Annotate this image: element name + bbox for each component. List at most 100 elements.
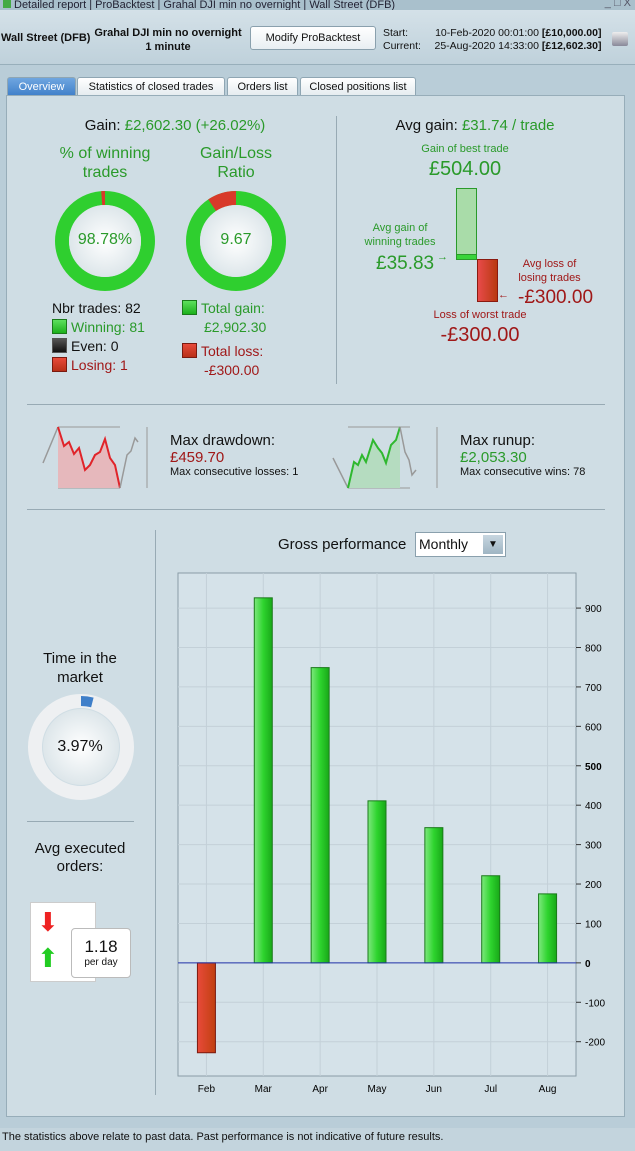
gross-performance-chart: -200 -100 0 100 200 300 400 500 600 700 800 900 Feb M…: [177, 572, 605, 1095]
avg-win-label: Avg gain of winning trades: [364, 222, 436, 248]
y-tick-label: 600: [585, 722, 602, 733]
max-consecutive-wins: Max consecutive wins: 78: [460, 466, 586, 478]
y-tick-label: 400: [585, 801, 602, 812]
total-gain-swatch: [182, 300, 197, 315]
runup-label: Max runup:: [460, 432, 536, 449]
drawdown-info: Max drawdown: £459.70 Max consecutive lo…: [170, 432, 298, 478]
minimize-button[interactable]: _: [604, 0, 611, 9]
print-icon[interactable]: [612, 32, 628, 46]
avg-loss-arrow-icon: ←: [498, 289, 509, 301]
current-date: 25-Aug-2020 14:33:00: [434, 40, 539, 52]
current-capital: [£12,602.30]: [541, 40, 602, 52]
x-tick-label: Jun: [426, 1084, 442, 1095]
tab-orders-list[interactable]: Orders list: [227, 77, 298, 96]
y-tick-label: 900: [585, 604, 602, 615]
disclaimer: The statistics above relate to past data…: [0, 1128, 635, 1151]
bar-apr: [310, 667, 330, 964]
avg-gain: Avg gain: £31.74 / trade: [360, 117, 590, 134]
start-current-info: Start: 10-Feb-2020 00:01:00 [£10,000.00] …: [383, 27, 601, 53]
orders-value: 1.18: [84, 937, 118, 956]
start-capital: [£10,000.00]: [541, 27, 602, 39]
y-tick-label: 700: [585, 683, 602, 694]
total-loss-label: Total loss:: [201, 343, 264, 359]
totals: Total gain: £2,902.30 Total loss: -£300.…: [182, 299, 266, 380]
avg-gain-label: Avg gain:: [395, 117, 458, 134]
ratio-ring-center: [200, 205, 272, 277]
losing-swatch: [52, 357, 67, 372]
x-tick-label: Jul: [484, 1084, 497, 1095]
total-gain: £2,902.30: [204, 319, 267, 335]
window-titlebar: Detailed report | ProBacktest | Grahal D…: [0, 0, 635, 10]
gain-value: £2,602.30 (+26.02%): [124, 117, 266, 134]
best-trade-bar: [456, 188, 477, 260]
drawdown-value: £459.70: [170, 449, 225, 466]
winning-count: Winning: 81: [71, 319, 145, 335]
avg-executed-orders-label: Avg executed orders:: [34, 840, 126, 875]
chevron-down-icon[interactable]: ▼: [483, 535, 503, 554]
avg-loss-label: Avg loss of losing trades: [518, 258, 581, 284]
bar-jul: [481, 875, 501, 964]
divider: [155, 530, 156, 1095]
avg-win-arrow-icon: →: [437, 251, 448, 263]
runup-info: Max runup: £2,053.30 Max consecutive win…: [460, 432, 585, 478]
drawdown-label: Max drawdown:: [170, 432, 276, 449]
modify-probacktest-button[interactable]: Modify ProBacktest: [250, 26, 376, 50]
bar-aug: [538, 893, 558, 964]
donut-charts: [55, 191, 286, 291]
avg-win-value: £35.83: [376, 253, 435, 274]
bar-feb: [196, 962, 216, 1054]
even-swatch: [52, 338, 67, 353]
y-tick-label: 800: [585, 644, 602, 655]
y-tick-label: 200: [585, 880, 602, 891]
worst-trade-label: Loss of worst trade: [433, 309, 527, 321]
y-tick-label: -100: [585, 998, 605, 1009]
instrument-name: Wall Street (DFB): [1, 32, 91, 44]
gain-label: Gain:: [84, 117, 121, 134]
tab-statistics-closed-trades[interactable]: Statistics of closed trades: [77, 77, 225, 96]
x-tick-label: Aug: [539, 1084, 557, 1095]
y-tick-label: 100: [585, 919, 602, 930]
x-tick-label: Mar: [255, 1084, 273, 1095]
tab-closed-positions-list[interactable]: Closed positions list: [300, 77, 416, 96]
period-select[interactable]: Monthly ▼: [415, 532, 506, 557]
total-loss: -£300.00: [204, 362, 260, 378]
close-button[interactable]: X: [623, 0, 631, 9]
time-in-market-segment: [80, 696, 94, 708]
ratio-loss-segment: [208, 191, 237, 212]
gross-performance-label: Gross performance: [278, 536, 407, 553]
divider: [27, 509, 605, 510]
divider: [27, 404, 605, 405]
timeframe: 1 minute: [145, 41, 191, 53]
y-tick-label: 300: [585, 841, 602, 852]
tab-overview[interactable]: Overview: [7, 77, 76, 96]
app-icon: [3, 0, 11, 8]
window-controls[interactable]: _ □ X: [604, 0, 631, 9]
arrow-up-icon: ⬆: [37, 943, 59, 973]
winning-ring-center: [69, 205, 141, 277]
trade-counts: Nbr trades: 82 Winning: 81 Even: 0 Losin…: [52, 299, 145, 375]
report-header: Wall Street (DFB) Grahal DJI min no over…: [0, 10, 635, 65]
worst-trade-bar: [477, 259, 498, 302]
total-gain-label: Total gain:: [201, 300, 265, 316]
y-tick-label: 0: [585, 959, 591, 970]
time-in-market-label: Time in the market: [43, 650, 117, 686]
drawdown-sparkline: [42, 426, 148, 489]
divider: [27, 821, 134, 822]
total-loss-swatch: [182, 343, 197, 358]
divider: [336, 116, 337, 384]
bar-mar: [253, 597, 273, 964]
y-tick-label: 500: [585, 762, 602, 773]
winning-title: % of winning trades: [59, 145, 151, 181]
avg-gain-value: £31.74 / trade: [461, 117, 555, 134]
best-trade-value: £504.00: [428, 158, 502, 180]
x-tick-label: May: [368, 1084, 387, 1095]
strategy-info: Grahal DJI min no overnight 1 minute: [90, 26, 246, 54]
maximize-button[interactable]: □: [613, 0, 621, 9]
bar-may: [367, 800, 387, 964]
current-label: Current:: [383, 40, 421, 52]
strategy-name: Grahal DJI min no overnight: [94, 27, 242, 39]
nbr-trades: Nbr trades: 82: [52, 300, 141, 316]
winning-percent: 98.78%: [77, 231, 133, 248]
time-ring-center: [43, 709, 119, 785]
time-in-market-value: 3.97%: [57, 738, 103, 755]
